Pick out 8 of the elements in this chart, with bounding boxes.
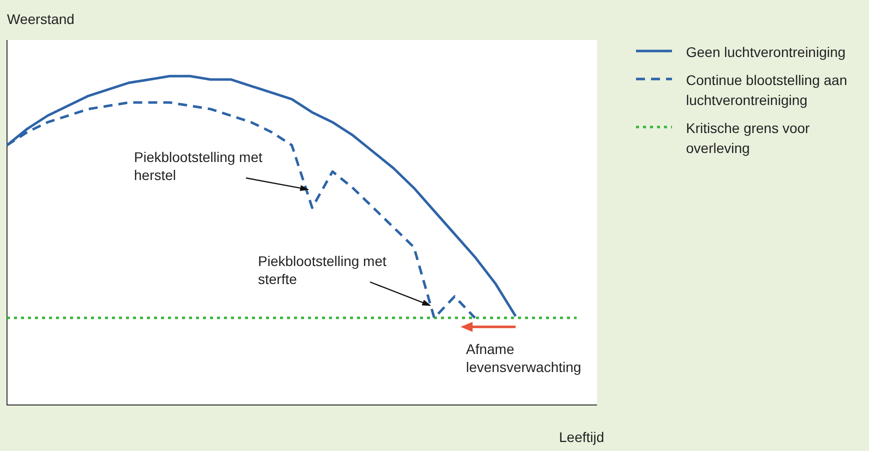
- x-axis-title: Leeftijd: [559, 428, 604, 446]
- annotation: Afname levensverwachting: [466, 340, 582, 376]
- annotation: Piekblootstelling met herstel: [134, 148, 264, 184]
- y-axis-title: Weerstand: [7, 10, 74, 28]
- legend-label: Continue blootstelling aan luchtverontreiniging: [686, 71, 848, 110]
- legend-label: Kritische grens voor overleving: [686, 119, 811, 158]
- legend-label: Geen luchtverontreiniging: [686, 43, 846, 62]
- annotation: Piekblootstelling met sterfte: [258, 252, 388, 288]
